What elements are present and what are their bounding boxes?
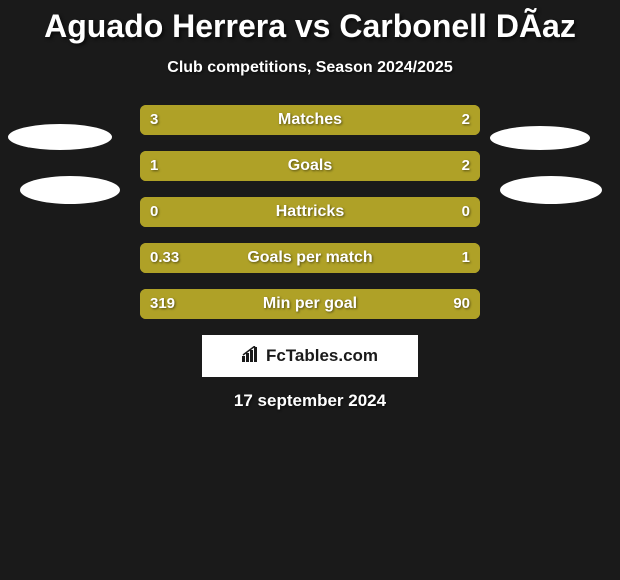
stat-label: Goals [140,151,480,181]
page-title: Aguado Herrera vs Carbonell DÃaz [0,0,620,45]
stat-row: 0.331Goals per match [0,243,620,273]
chart-icon [242,346,260,367]
stat-row: 12Goals [0,151,620,181]
decorative-ellipse [8,124,112,150]
date-text: 17 september 2024 [0,391,620,411]
decorative-ellipse [490,126,590,150]
stat-label: Hattricks [140,197,480,227]
subtitle: Club competitions, Season 2024/2025 [0,59,620,77]
attribution-badge: FcTables.com [202,335,418,377]
stat-row: 31990Min per goal [0,289,620,319]
stat-label: Goals per match [140,243,480,273]
attribution-text: FcTables.com [266,346,378,366]
decorative-ellipse [500,176,602,204]
stat-label: Min per goal [140,289,480,319]
stat-label: Matches [140,105,480,135]
decorative-ellipse [20,176,120,204]
